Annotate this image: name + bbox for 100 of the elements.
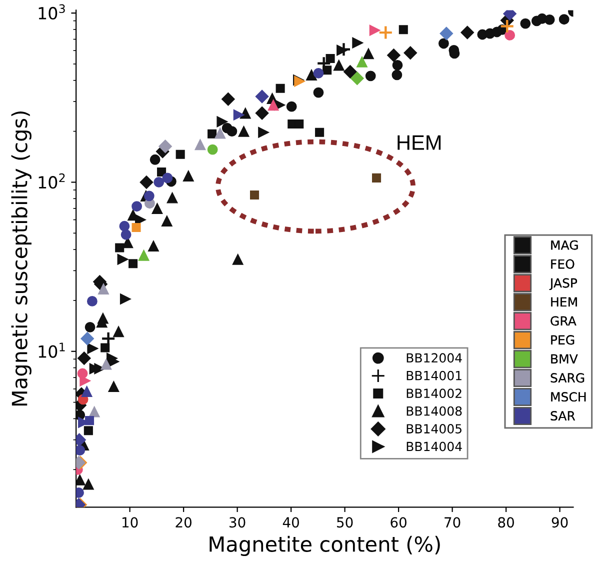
point — [238, 126, 250, 137]
y-tick-label: 10$^{2}$ — [38, 173, 65, 189]
x-tick-label: 70 — [444, 517, 460, 528]
point — [392, 60, 403, 70]
point — [108, 380, 120, 392]
point — [80, 332, 94, 346]
point — [161, 215, 172, 227]
point — [350, 72, 364, 86]
y-axis-title: Magnetic susceptibility (cgs) — [11, 112, 32, 406]
point — [148, 240, 160, 252]
point — [81, 386, 92, 397]
point — [77, 368, 88, 379]
point — [194, 138, 206, 150]
point — [336, 44, 348, 56]
legend-label: BB14004 — [406, 442, 462, 452]
x-tick-label: 40 — [282, 517, 299, 528]
point — [222, 122, 232, 134]
legend-label: HEM — [551, 297, 577, 307]
point — [276, 84, 285, 93]
point — [100, 343, 110, 352]
point — [352, 37, 364, 48]
legend-label: BB14008 — [406, 406, 462, 416]
point — [115, 243, 124, 252]
point — [112, 326, 124, 338]
point — [398, 25, 408, 34]
point — [117, 254, 128, 265]
point — [76, 445, 86, 456]
point — [162, 172, 173, 184]
point — [343, 64, 357, 78]
annotation: HEM — [398, 135, 441, 150]
point — [258, 126, 270, 138]
point — [84, 426, 93, 436]
point — [315, 128, 324, 137]
x-tick-label: 80 — [498, 517, 514, 528]
point — [157, 167, 166, 176]
point — [392, 70, 402, 80]
point — [214, 128, 226, 139]
point — [182, 170, 194, 182]
point — [356, 56, 368, 68]
point — [84, 416, 94, 426]
point — [82, 478, 94, 490]
point — [520, 18, 531, 29]
point — [544, 14, 555, 25]
legend-label: BB12004 — [406, 353, 462, 363]
x-tick-label: 30 — [230, 517, 246, 528]
x-tick-label: 10 — [122, 517, 138, 528]
point — [326, 54, 335, 63]
point — [140, 175, 154, 189]
legend-label: BB14002 — [406, 388, 462, 398]
point — [369, 24, 380, 36]
point — [250, 190, 260, 200]
point — [138, 250, 150, 261]
point — [362, 48, 374, 60]
point — [150, 154, 160, 165]
x-axis-title: Magnetite content (%) — [210, 536, 440, 556]
point — [440, 26, 454, 40]
point — [87, 342, 98, 354]
point — [221, 92, 235, 106]
point — [322, 66, 332, 75]
legend-label: FEO — [551, 259, 574, 269]
point — [286, 101, 297, 112]
point — [255, 106, 269, 120]
point — [313, 87, 324, 98]
point — [128, 259, 138, 268]
point — [372, 173, 382, 182]
x-tick-label: 20 — [176, 517, 192, 528]
legend-label: PEG — [551, 335, 574, 345]
point — [100, 358, 112, 370]
point — [86, 296, 98, 306]
point — [306, 69, 318, 80]
legend-label: BB14001 — [406, 370, 462, 380]
legend-label: SARG — [550, 373, 584, 383]
legend-label: BMV — [551, 354, 578, 364]
point — [152, 202, 163, 214]
point — [460, 26, 474, 40]
point — [144, 190, 154, 202]
point — [98, 283, 110, 294]
point — [120, 293, 132, 305]
point — [176, 150, 185, 159]
point — [84, 322, 96, 332]
point — [166, 192, 178, 204]
legend-label: JASP — [549, 278, 578, 290]
point — [208, 129, 217, 138]
point — [404, 46, 418, 60]
point — [558, 14, 570, 25]
legend-label: MSCH — [551, 392, 586, 402]
point — [119, 220, 130, 232]
point — [268, 99, 279, 111]
y-tick-label: 10$^{3}$ — [38, 4, 65, 20]
point — [216, 116, 228, 128]
point — [77, 352, 91, 366]
legend-label: BB14005 — [406, 424, 462, 434]
point — [313, 68, 324, 78]
point — [120, 229, 132, 240]
point — [154, 177, 164, 188]
point — [132, 222, 141, 232]
legend-label: MAG — [551, 240, 578, 250]
point — [378, 25, 394, 40]
point — [386, 48, 400, 62]
point — [504, 30, 516, 40]
